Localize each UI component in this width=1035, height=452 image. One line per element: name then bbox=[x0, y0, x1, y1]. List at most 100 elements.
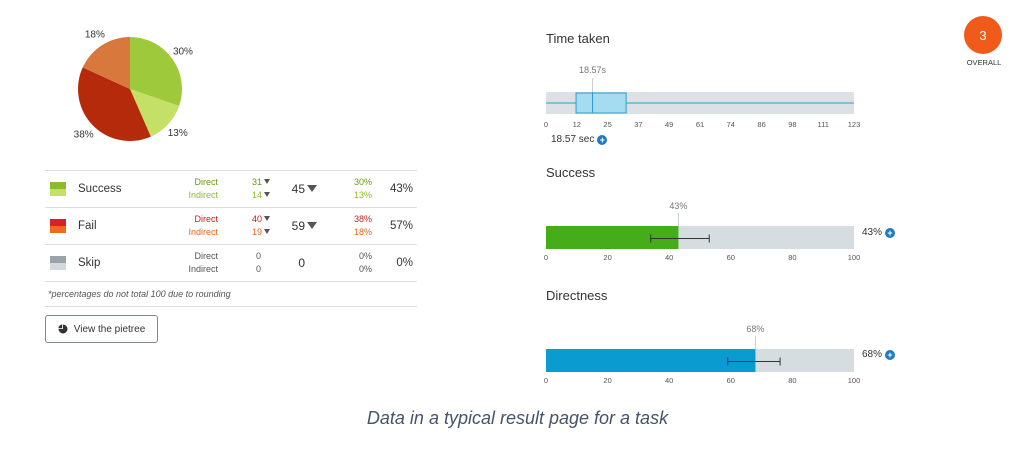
figure-caption: Data in a typical result page for a task bbox=[366, 408, 669, 428]
time-box bbox=[575, 92, 627, 114]
rounding-note: *percentages do not total 100 due to rou… bbox=[45, 281, 417, 307]
filter-icon[interactable] bbox=[307, 185, 317, 192]
row-percent: 0% bbox=[373, 244, 417, 282]
view-pietree-label: View the pietree bbox=[73, 323, 146, 335]
time-axis-tick: 86 bbox=[757, 120, 765, 129]
time-axis-tick: 12 bbox=[573, 120, 581, 129]
success-bar-chart: 43% 0 20 40 60 80 100 bbox=[544, 201, 860, 262]
time-axis-tick: 37 bbox=[634, 120, 642, 129]
filter-icon[interactable] bbox=[307, 222, 317, 229]
directness-axis-tick: 40 bbox=[665, 376, 673, 385]
time-axis-tick: 111 bbox=[817, 120, 828, 129]
filter-icon[interactable] bbox=[264, 216, 270, 221]
success-title: Success bbox=[546, 165, 596, 180]
indirect-label: Indirect bbox=[188, 190, 218, 200]
success-axis-tick: 0 bbox=[544, 253, 548, 262]
indirect-percent: 0% bbox=[358, 264, 372, 274]
pie-slice bbox=[77, 67, 151, 142]
result-row-skip: Skip Direct Indirect 0 0 0 0% 0% 0% bbox=[45, 244, 417, 282]
directness-axis-tick: 80 bbox=[788, 376, 796, 385]
pie-slice-label: 13% bbox=[168, 128, 188, 139]
row-label: Fail bbox=[77, 207, 179, 245]
pie-slice bbox=[130, 89, 180, 137]
row-total: 59 bbox=[291, 219, 305, 233]
direct-label: Direct bbox=[194, 177, 218, 187]
time-axis-tick: 0 bbox=[544, 120, 548, 129]
directness-fill bbox=[546, 349, 756, 372]
pie-svg: 30% 13% 38% 18% bbox=[74, 29, 193, 142]
pie-slice-label: 30% bbox=[173, 46, 193, 57]
expand-directness-icon[interactable]: + bbox=[885, 349, 896, 360]
indirect-percent: 13% bbox=[353, 190, 372, 200]
pie-slice bbox=[82, 37, 130, 89]
indirect-label: Indirect bbox=[188, 227, 218, 237]
pie-slice-label: 38% bbox=[74, 130, 94, 141]
filter-icon[interactable] bbox=[264, 179, 270, 184]
indirect-percent: 18% bbox=[353, 227, 372, 237]
success-axis-tick: 40 bbox=[665, 253, 673, 262]
indirect-count: 14 bbox=[251, 190, 262, 200]
expand-success-icon[interactable]: + bbox=[885, 227, 896, 238]
success-axis-tick: 20 bbox=[603, 253, 611, 262]
pie-slice bbox=[130, 37, 182, 107]
filter-icon[interactable] bbox=[264, 192, 270, 197]
success-value-label: 43% bbox=[669, 201, 687, 211]
result-table: Success Direct Indirect 31 14 45 30% 13%… bbox=[45, 170, 417, 307]
indirect-count: 19 bbox=[251, 227, 262, 237]
skip-swatch bbox=[50, 256, 66, 270]
direct-count: 0 bbox=[255, 251, 261, 261]
row-total: 0 bbox=[298, 256, 305, 270]
directness-axis-tick: 60 bbox=[727, 376, 735, 385]
success-readout-value: 43% bbox=[862, 227, 883, 238]
view-pietree-button[interactable]: View the pietree bbox=[45, 315, 158, 343]
time-axis-tick: 98 bbox=[788, 120, 796, 129]
indirect-count: 0 bbox=[255, 264, 261, 274]
row-percent: 57% bbox=[373, 207, 417, 245]
result-row-fail: Fail Direct Indirect 40 19 59 38% 18% 57… bbox=[45, 207, 417, 245]
pie-slice-label: 18% bbox=[85, 29, 105, 40]
overall-score-badge: 3 bbox=[964, 16, 1002, 54]
result-row-success: Success Direct Indirect 31 14 45 30% 13%… bbox=[45, 170, 417, 208]
expand-time-icon[interactable]: + bbox=[597, 134, 608, 145]
overall-label: OVERALL bbox=[966, 58, 1002, 67]
time-taken-readout: 18.57 sec + bbox=[551, 134, 608, 145]
row-percent: 43% bbox=[373, 170, 417, 208]
time-taken-boxplot: 18.57s 0 12 25 37 49 61 74 86 98 111 123 bbox=[544, 65, 861, 129]
direct-percent: 0% bbox=[358, 251, 372, 261]
time-taken-readout-value: 18.57 sec bbox=[551, 134, 595, 145]
time-taken-title: Time taken bbox=[546, 31, 610, 46]
directness-axis-tick: 100 bbox=[848, 376, 861, 385]
directness-readout: 68% + bbox=[862, 349, 896, 360]
success-swatch bbox=[50, 182, 66, 196]
time-axis-tick: 49 bbox=[665, 120, 673, 129]
direct-label: Direct bbox=[194, 251, 218, 261]
success-fill bbox=[546, 226, 679, 249]
success-axis-tick: 80 bbox=[788, 253, 796, 262]
direct-percent: 38% bbox=[353, 214, 372, 224]
directness-axis-tick: 20 bbox=[603, 376, 611, 385]
fail-swatch bbox=[50, 219, 66, 233]
directness-value-label: 68% bbox=[746, 324, 764, 334]
time-axis-tick: 74 bbox=[727, 120, 735, 129]
direct-label: Direct bbox=[194, 214, 218, 224]
directness-readout-value: 68% bbox=[862, 349, 883, 360]
direct-count: 40 bbox=[251, 214, 262, 224]
row-label: Skip bbox=[77, 244, 179, 282]
time-axis-tick: 123 bbox=[848, 120, 861, 129]
direct-count: 31 bbox=[251, 177, 262, 187]
time-axis-tick: 25 bbox=[603, 120, 611, 129]
success-axis-tick: 60 bbox=[727, 253, 735, 262]
directness-title: Directness bbox=[546, 288, 608, 303]
row-label: Success bbox=[77, 170, 179, 208]
directness-axis-tick: 0 bbox=[544, 376, 548, 385]
success-readout: 43% + bbox=[862, 227, 896, 238]
directness-bar-chart: 68% 0 20 40 60 80 100 bbox=[544, 324, 861, 385]
time-axis-tick: 61 bbox=[696, 120, 704, 129]
result-pie-chart: 30% 13% 38% 18% bbox=[60, 20, 210, 150]
filter-icon[interactable] bbox=[264, 229, 270, 234]
time-median-label: 18.57s bbox=[579, 65, 607, 75]
indirect-label: Indirect bbox=[188, 264, 218, 274]
pie-chart-icon bbox=[58, 324, 68, 334]
row-total: 45 bbox=[291, 182, 305, 196]
direct-percent: 30% bbox=[353, 177, 372, 187]
